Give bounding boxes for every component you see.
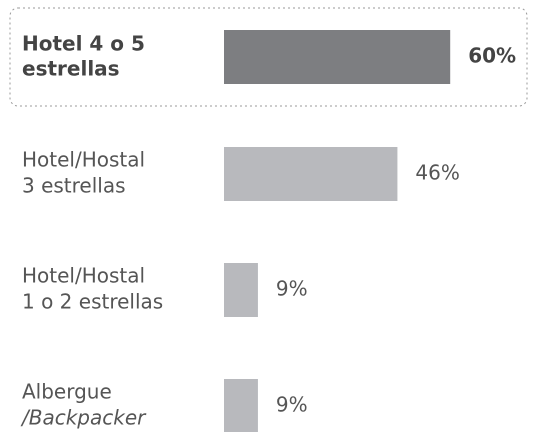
category-label: Hotel/Hostal — [22, 264, 145, 288]
value-label: 46% — [415, 161, 459, 185]
category-label: Hotel 4 o 5 — [22, 32, 145, 56]
value-label: 60% — [468, 44, 516, 68]
category-label: Hotel/Hostal — [22, 148, 145, 172]
category-label: 1 o 2 estrellas — [22, 290, 163, 314]
bar — [224, 379, 258, 432]
category-label: 3 estrellas — [22, 174, 126, 198]
category-label: estrellas — [22, 57, 120, 81]
highlight-box — [9, 7, 528, 107]
bar — [224, 147, 398, 201]
bar — [224, 263, 258, 317]
category-label: /Backpacker — [20, 406, 147, 430]
category-label: Albergue — [22, 380, 112, 404]
value-label: 9% — [276, 277, 308, 301]
bar — [224, 30, 451, 84]
value-label: 9% — [276, 393, 308, 417]
